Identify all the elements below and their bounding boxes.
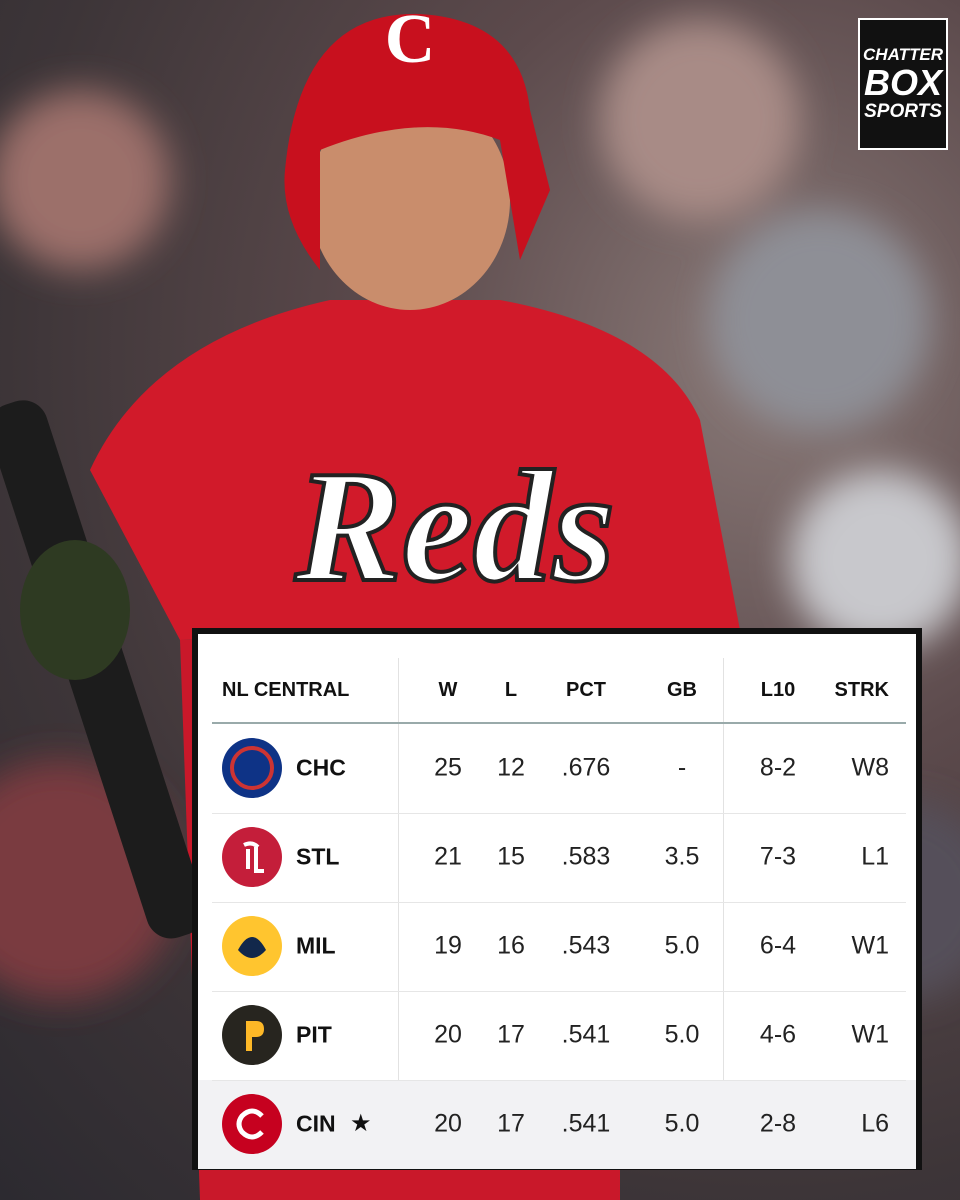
stat-cell: W1 (851, 1020, 890, 1049)
stat-cell: .583 (561, 842, 611, 871)
row-divider (212, 1080, 906, 1081)
stat-cell: .676 (561, 753, 611, 782)
team-abbr: STL (296, 843, 340, 870)
team-logo (222, 738, 282, 798)
stat-cell: 19 (434, 931, 462, 960)
team-logo (222, 827, 282, 887)
stat-cell: 7-3 (759, 842, 797, 871)
team-logo (222, 916, 282, 976)
stat-cell: 25 (434, 753, 462, 782)
helmet (284, 13, 550, 270)
stat-cell: L1 (861, 842, 889, 871)
column-divider (398, 658, 399, 1164)
team-logo-graphic (222, 1005, 282, 1065)
helmet-letter: C (385, 1, 436, 78)
column-header: L (504, 679, 518, 701)
team-abbr: CHC (296, 754, 346, 781)
stat-cell: 20 (434, 1109, 462, 1138)
stat-cell: 6-4 (759, 931, 797, 960)
highlight-row (198, 1080, 916, 1169)
stat-cell: 17 (497, 1109, 525, 1138)
stat-cell: 16 (497, 931, 525, 960)
stat-cell: .543 (561, 931, 611, 960)
team-logo (222, 1005, 282, 1065)
column-header: L10 (760, 679, 796, 701)
stat-cell: W1 (851, 931, 890, 960)
team-abbr: CIN (296, 1110, 336, 1137)
team-logo-graphic (222, 738, 282, 798)
team-abbr: MIL (296, 932, 336, 959)
jersey-text: Reds (294, 437, 615, 615)
team-abbr: PIT (296, 1021, 332, 1048)
column-header: W (438, 679, 458, 701)
column-header: STRK (834, 679, 889, 701)
stat-cell: 2-8 (759, 1109, 797, 1138)
stat-cell: 12 (497, 753, 525, 782)
stat-cell: 5.0 (664, 1020, 700, 1049)
stat-cell: .541 (561, 1109, 611, 1138)
column-header: NL CENTRAL (222, 679, 350, 701)
stat-cell: 4-6 (759, 1020, 797, 1049)
stat-cell: 21 (434, 842, 462, 871)
stat-cell: L6 (861, 1109, 889, 1138)
row-divider (212, 902, 906, 903)
standings-table: NL CENTRAL W L PCT GB L10 STRK CHC 25 12 .676 - 8-2 W… (192, 628, 922, 1170)
brand-logo-line: CHATTER (863, 45, 943, 65)
team-logo-graphic (222, 916, 282, 976)
team-logo-graphic (222, 1094, 282, 1154)
stat-cell: 5.0 (664, 931, 700, 960)
stat-cell: 8-2 (759, 753, 797, 782)
team-logo (222, 1094, 282, 1154)
stat-cell: .541 (561, 1020, 611, 1049)
jersey (90, 300, 740, 640)
stat-cell: W8 (851, 753, 890, 782)
team-logo-graphic (222, 827, 282, 887)
column-header: PCT (566, 679, 606, 701)
stat-cell: 3.5 (664, 842, 700, 871)
stat-cell: 5.0 (664, 1109, 700, 1138)
brand-logo-line: SPORTS (864, 100, 942, 122)
stat-cell: - (677, 753, 687, 782)
brand-logo-text: CHATTER BOX SPORTS (860, 20, 946, 148)
column-header: GB (667, 679, 697, 701)
row-divider (212, 813, 906, 814)
brand-logo-line: BOX (863, 62, 942, 104)
header-rule (212, 722, 906, 724)
brand-logo: CHATTER BOX SPORTS (858, 18, 948, 150)
face (310, 90, 510, 310)
stat-cell: 15 (497, 842, 525, 871)
glove (20, 540, 130, 680)
stat-cell: 17 (497, 1020, 525, 1049)
stat-cell: 20 (434, 1020, 462, 1049)
column-divider (723, 658, 724, 1164)
row-divider (212, 991, 906, 992)
star-marker: ★ (350, 1110, 372, 1137)
